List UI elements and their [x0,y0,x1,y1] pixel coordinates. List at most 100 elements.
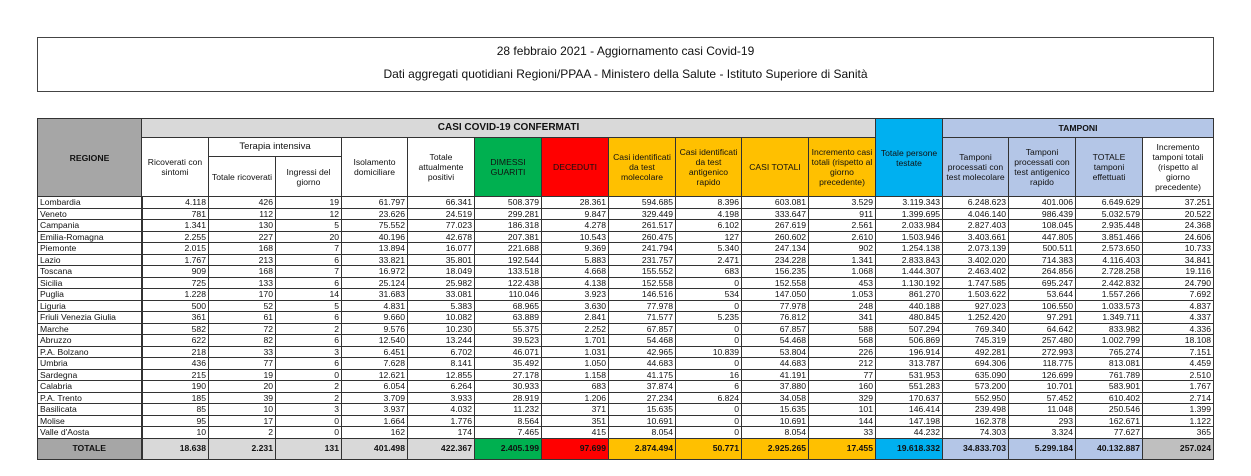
value-cell: 6.248.623 [942,196,1009,209]
value-cell: 3.851.466 [1075,230,1143,243]
table-row: Emilia-Romagna 2.255 227 20 40.196 42.678 207.… [37,230,1214,243]
value-cell: 77 [208,357,276,370]
value-cell: 9.847 [541,207,609,220]
value-cell: 6.102 [675,219,742,232]
value-cell: 4.336 [1142,322,1214,335]
value-cell: 7.692 [1142,288,1214,301]
value-cell: 500.511 [1008,242,1076,255]
value-cell: 112 [208,207,276,220]
value-cell: 6.054 [341,380,408,393]
value-cell: 1.557.266 [1075,288,1143,301]
table-row: Umbria 436 77 6 7.628 8.141 35.492 1.050 44.683 0… [37,357,1214,370]
value-cell: 215 [141,368,209,381]
value-cell: 3.630 [541,299,609,312]
value-cell: 97.699 [541,437,609,460]
value-cell: 745.319 [942,334,1009,347]
value-cell: 37.251 [1142,196,1214,209]
table-row: Campania 1.341 130 5 75.552 77.023 186.318 4.27… [37,219,1214,232]
value-cell: 207.381 [474,230,542,243]
value-cell: 12.540 [341,334,408,347]
value-cell: 299.281 [474,207,542,220]
value-cell: 5.340 [675,242,742,255]
value-cell: 4.032 [407,403,475,416]
value-cell: 1.031 [541,345,609,358]
value-cell: 7.151 [1142,345,1214,358]
value-cell: 1.002.799 [1075,334,1143,347]
value-cell: 447.805 [1008,230,1076,243]
value-cell: 24.790 [1142,276,1214,289]
value-cell: 909 [141,265,209,278]
value-cell: 0 [675,357,742,370]
value-cell: 33.081 [407,288,475,301]
value-cell: 6 [275,311,342,324]
value-cell: 492.281 [942,345,1009,358]
header-casi-group: CASI COVID-19 CONFERMATI [141,118,876,138]
value-cell: 1.254.138 [875,242,943,255]
header-col-9: CASI TOTALI [741,137,809,197]
value-cell: 63.889 [474,311,542,324]
value-cell: 361 [141,311,209,324]
value-cell: 5.883 [541,253,609,266]
value-cell: 8.054 [608,426,676,439]
value-cell: 2.510 [1142,368,1214,381]
value-cell: 2.714 [1142,391,1214,404]
table-row: Veneto 781 112 12 23.626 24.519 299.281 9.847 32… [37,207,1214,220]
value-cell: 1.033.573 [1075,299,1143,312]
value-cell: 272.993 [1008,345,1076,358]
value-cell: 0 [675,322,742,335]
value-cell: 5.235 [675,311,742,324]
value-cell: 3.324 [1008,426,1076,439]
value-cell: 7 [275,265,342,278]
value-cell: 1.399.695 [875,207,943,220]
value-cell: 2.442.832 [1075,276,1143,289]
value-cell: 8.054 [741,426,809,439]
value-cell: 61.797 [341,196,408,209]
value-cell: 162 [341,426,408,439]
total-row: TOTALE 18.638 2.231 131 401.498 422.367 2.405.… [37,437,1214,460]
value-cell: 261.517 [608,219,676,232]
value-cell: 34.833.703 [942,437,1009,460]
value-cell: 8.564 [474,414,542,427]
value-cell: 44.683 [741,357,809,370]
header-col-13: Tamponi processati con test antigenico r… [1008,137,1076,197]
header-tamponi-group: TAMPONI [942,118,1214,138]
value-cell: 507.294 [875,322,943,335]
value-cell: 13.244 [407,334,475,347]
region-cell: Abruzzo [37,334,143,347]
value-cell: 2.471 [675,253,742,266]
value-cell: 10.691 [608,414,676,427]
table-row: Friuli Venezia Giulia 361 61 6 9.660 10.082 63… [37,311,1214,324]
value-cell: 1.349.711 [1075,311,1143,324]
value-cell: 44.232 [875,426,943,439]
value-cell: 192.544 [474,253,542,266]
value-cell: 37.874 [608,380,676,393]
value-cell: 16.972 [341,265,408,278]
value-cell: 54.468 [608,334,676,347]
value-cell: 133.518 [474,265,542,278]
value-cell: 622 [141,334,209,347]
value-cell: 3.923 [541,288,609,301]
value-cell: 247.134 [741,242,809,255]
value-cell: 0 [675,334,742,347]
header-col-14: TOTALE tamponi effettuati [1075,137,1143,197]
value-cell: 401.006 [1008,196,1076,209]
value-cell: 1.050 [541,357,609,370]
value-cell: 0 [675,276,742,289]
value-cell: 162.671 [1075,414,1143,427]
table-row: Calabria 190 20 2 6.054 6.264 30.933 683 37.874 6… [37,380,1214,393]
value-cell: 0 [275,414,342,427]
value-cell: 6 [275,357,342,370]
value-cell: 18.108 [1142,334,1214,347]
value-cell: 5.032.579 [1075,207,1143,220]
value-cell: 3 [275,403,342,416]
region-cell: Veneto [37,207,143,220]
value-cell: 67.857 [608,322,676,335]
value-cell: 27.178 [474,368,542,381]
header-col-6: DECEDUTI [541,137,609,197]
value-cell: 7 [275,242,342,255]
value-cell: 694.306 [942,357,1009,370]
value-cell: 227 [208,230,276,243]
region-cell: Basilicata [37,403,143,416]
value-cell: 226 [808,345,876,358]
value-cell: 8.141 [407,357,475,370]
